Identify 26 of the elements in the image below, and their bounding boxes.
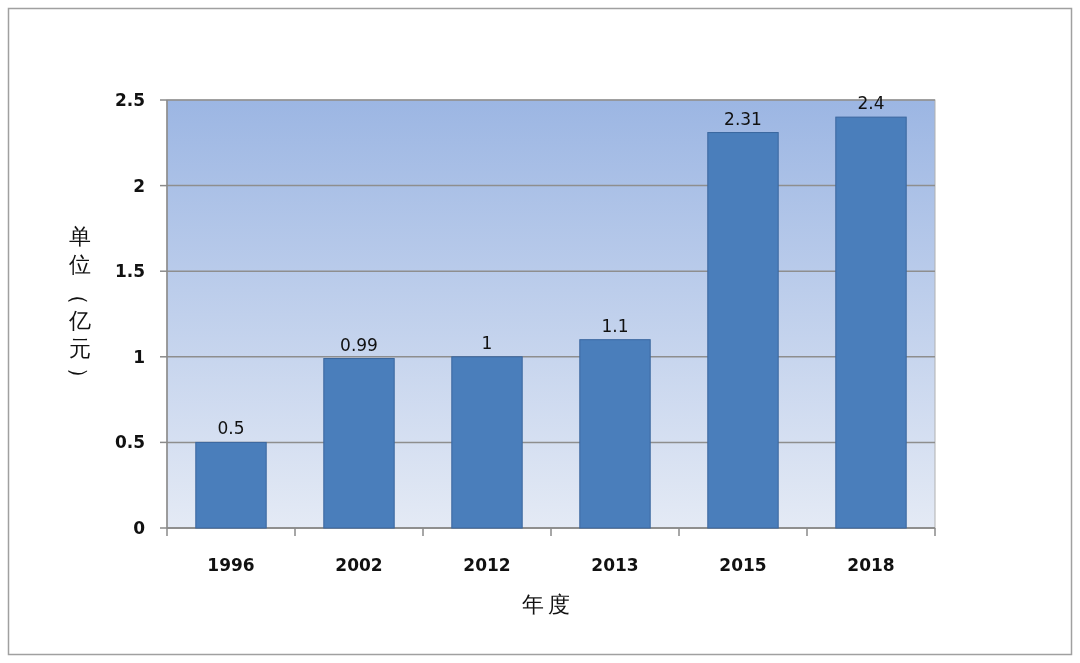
x-tick-label: 2015 [719, 555, 767, 575]
x-tick-label: 2012 [463, 555, 511, 575]
y-tick-label: 2 [133, 175, 145, 196]
x-tick-label: 2013 [591, 555, 639, 575]
data-label: 1 [481, 332, 493, 353]
y-tick-label: 1.5 [114, 261, 145, 282]
bar [707, 132, 779, 529]
bar [195, 441, 267, 529]
x-axis-title: 年度 [522, 592, 574, 617]
y-tick-label: 1 [133, 346, 145, 367]
data-label: 1.1 [601, 315, 629, 336]
x-tick-label: 1996 [207, 555, 255, 575]
y-tick-label: 0.5 [114, 432, 145, 453]
x-tick-label: 2018 [847, 555, 895, 575]
bar [579, 339, 651, 529]
y-tick-label: 2.5 [114, 90, 145, 110]
data-label: 0.5 [217, 418, 245, 439]
x-tick-label: 2002 [335, 555, 383, 575]
bar [451, 356, 523, 529]
y-tick-label: 0 [133, 518, 146, 538]
data-label: 2.31 [724, 108, 762, 129]
bar [323, 358, 395, 529]
y-axis-title: 单位（亿元） [67, 224, 92, 389]
data-label: 2.4 [857, 93, 885, 114]
bar [835, 116, 907, 529]
data-label: 0.99 [340, 334, 378, 355]
